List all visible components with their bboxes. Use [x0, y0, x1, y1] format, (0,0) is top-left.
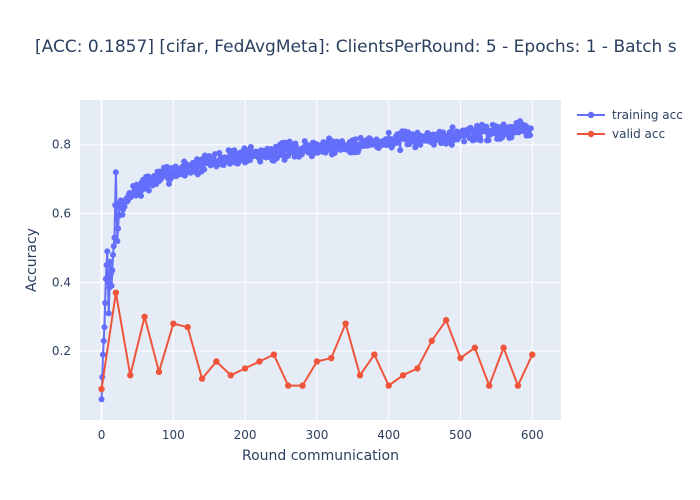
- series-layer: [98, 118, 536, 403]
- valid-acc-point[interactable]: [471, 344, 479, 351]
- valid-acc-point[interactable]: [342, 320, 349, 327]
- valid-acc-point[interactable]: [486, 382, 493, 389]
- y-axis-ticks: 0.2 0.4 0.6 0.8: [52, 138, 71, 358]
- valid-acc-point[interactable]: [241, 365, 249, 372]
- valid-acc-point[interactable]: [98, 385, 105, 393]
- valid-acc-point[interactable]: [155, 368, 163, 376]
- valid-acc-point[interactable]: [514, 382, 522, 389]
- valid-acc-point[interactable]: [328, 354, 335, 362]
- valid-acc-point[interactable]: [457, 354, 464, 362]
- x-axis-ticks: 0 100 200 300 400 500 600: [98, 428, 544, 442]
- training-acc-point[interactable]: [104, 248, 111, 255]
- y-tick-label: 0.6: [52, 207, 71, 221]
- valid-acc-point[interactable]: [356, 372, 364, 379]
- training-acc-point[interactable]: [285, 152, 292, 159]
- training-acc-point[interactable]: [216, 149, 223, 156]
- training-acc-point[interactable]: [527, 125, 534, 132]
- training-acc-point[interactable]: [417, 141, 424, 148]
- training-acc-point[interactable]: [102, 300, 109, 307]
- y-tick-label: 0.8: [52, 138, 71, 152]
- training-acc-point[interactable]: [110, 243, 117, 250]
- training-acc-point[interactable]: [110, 251, 117, 258]
- training-acc-point[interactable]: [247, 143, 254, 150]
- x-tick-label: 600: [521, 428, 544, 442]
- valid-acc-point[interactable]: [170, 320, 177, 327]
- training-acc-point[interactable]: [448, 141, 455, 148]
- valid-acc-point[interactable]: [299, 382, 306, 389]
- valid-acc-point[interactable]: [112, 289, 120, 296]
- training-acc-point[interactable]: [449, 124, 456, 131]
- legend-label-valid-acc[interactable]: valid acc: [612, 127, 665, 141]
- training-acc-point[interactable]: [410, 134, 417, 141]
- training-acc-point[interactable]: [99, 351, 106, 358]
- training-acc-point[interactable]: [112, 169, 119, 176]
- training-acc-point[interactable]: [293, 143, 300, 150]
- training-acc-point[interactable]: [331, 149, 338, 156]
- training-acc-point[interactable]: [461, 138, 468, 145]
- valid-acc-point[interactable]: [256, 358, 263, 365]
- valid-acc-point[interactable]: [529, 351, 536, 358]
- training-acc-point[interactable]: [397, 147, 404, 154]
- training-acc-point[interactable]: [121, 203, 128, 210]
- valid-acc-point[interactable]: [227, 372, 234, 379]
- training-acc-point[interactable]: [114, 238, 121, 245]
- legend: training acc valid acc: [577, 108, 683, 141]
- valid-acc-point[interactable]: [442, 317, 450, 324]
- legend-marker-training-acc: [587, 111, 595, 119]
- valid-acc-point[interactable]: [371, 351, 378, 358]
- training-acc-point[interactable]: [100, 337, 107, 344]
- valid-acc-point[interactable]: [184, 323, 191, 331]
- training-acc-point[interactable]: [115, 225, 122, 232]
- training-acc-point[interactable]: [192, 166, 199, 173]
- x-tick-label: 0: [98, 428, 106, 442]
- x-tick-label: 100: [162, 428, 185, 442]
- training-acc-point[interactable]: [109, 267, 116, 274]
- training-acc-point[interactable]: [446, 129, 453, 136]
- y-tick-label: 0.4: [52, 275, 71, 289]
- x-tick-label: 500: [449, 428, 472, 442]
- training-acc-point[interactable]: [107, 258, 114, 265]
- training-acc-point[interactable]: [485, 137, 492, 144]
- valid-acc-point[interactable]: [500, 344, 507, 351]
- y-axis-title: Accuracy: [24, 228, 40, 292]
- training-acc-point[interactable]: [257, 158, 264, 165]
- x-axis-title: Round communication: [242, 448, 399, 464]
- valid-acc-point[interactable]: [213, 358, 220, 365]
- training-acc-point[interactable]: [119, 211, 126, 218]
- x-tick-label: 300: [305, 428, 328, 442]
- training-acc-point[interactable]: [138, 192, 145, 199]
- legend-label-training-acc[interactable]: training acc: [612, 108, 683, 122]
- training-acc-point[interactable]: [166, 180, 173, 187]
- valid-acc-point[interactable]: [141, 313, 148, 320]
- y-tick-label: 0.2: [52, 344, 71, 358]
- x-tick-label: 400: [377, 428, 400, 442]
- training-acc-point[interactable]: [101, 324, 108, 331]
- training-acc-point[interactable]: [508, 134, 515, 141]
- valid-acc-point[interactable]: [284, 382, 292, 389]
- valid-acc-point[interactable]: [385, 382, 392, 389]
- valid-acc-point[interactable]: [270, 351, 278, 358]
- training-acc-point[interactable]: [98, 396, 105, 403]
- legend-marker-valid-acc: [587, 130, 595, 138]
- valid-acc-point[interactable]: [127, 372, 134, 379]
- training-acc-point[interactable]: [105, 310, 112, 317]
- training-acc-point[interactable]: [527, 132, 534, 139]
- chart-title: [ACC: 0.1857] [cifar, FedAvgMeta]: Clien…: [35, 37, 677, 57]
- valid-acc-point[interactable]: [414, 365, 421, 372]
- training-acc-point[interactable]: [145, 187, 152, 194]
- training-acc-point[interactable]: [108, 282, 115, 289]
- training-acc-point[interactable]: [201, 166, 208, 173]
- valid-acc-point[interactable]: [198, 375, 206, 382]
- training-acc-point[interactable]: [395, 139, 402, 146]
- training-acc-point[interactable]: [477, 137, 484, 144]
- valid-acc-point[interactable]: [399, 372, 407, 379]
- training-acc-point[interactable]: [352, 136, 359, 143]
- valid-acc-point[interactable]: [313, 358, 321, 365]
- valid-acc-point[interactable]: [428, 337, 435, 345]
- training-acc-point[interactable]: [385, 129, 392, 136]
- x-tick-label: 200: [234, 428, 257, 442]
